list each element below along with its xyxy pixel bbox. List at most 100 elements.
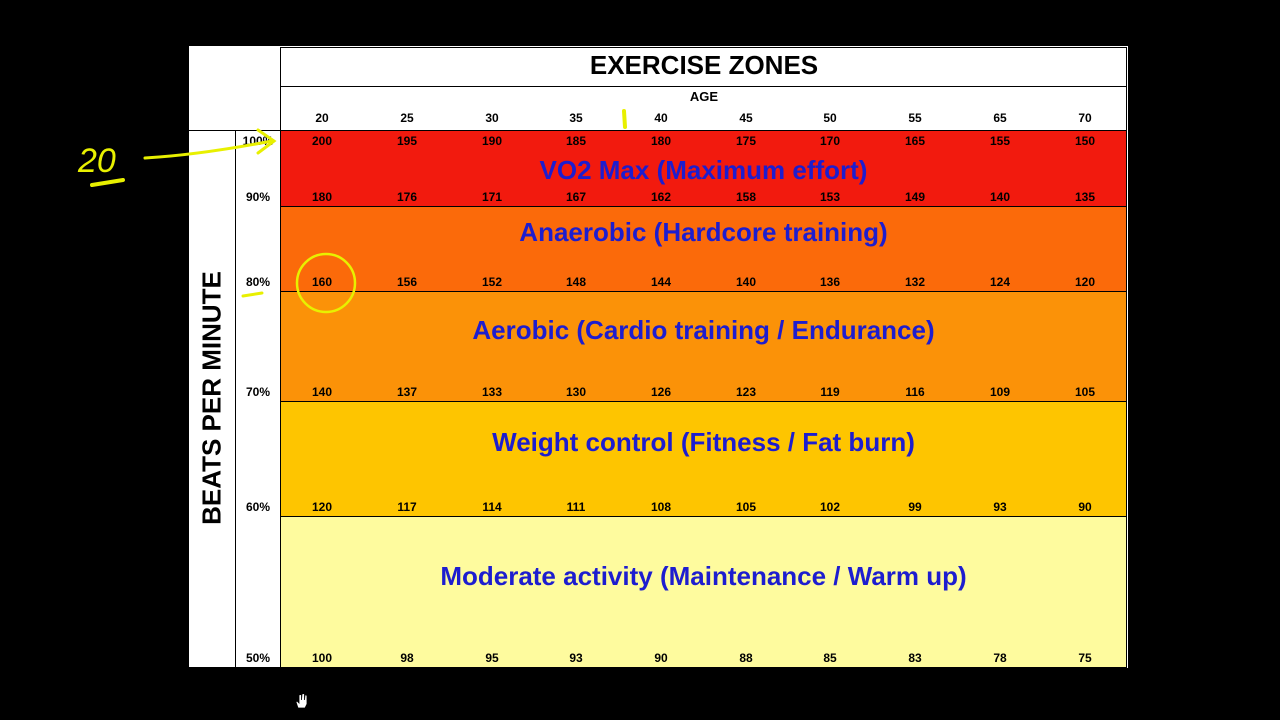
bpm-value: 99: [908, 500, 922, 514]
bpm-value: 120: [311, 500, 333, 514]
tick-mark-40: [622, 109, 627, 129]
age-tick-label: 30: [485, 111, 499, 125]
bpm-value: 158: [735, 190, 757, 204]
bpm-value: 109: [989, 385, 1011, 399]
zone-boundary: [281, 206, 1126, 207]
age-tick-label: 40: [654, 111, 668, 125]
bpm-value: 135: [1074, 190, 1096, 204]
bpm-value: 93: [569, 651, 583, 665]
bpm-value: 133: [481, 385, 503, 399]
zone-boundary: [281, 291, 1126, 292]
bpm-value: 167: [565, 190, 587, 204]
bpm-value: 102: [819, 500, 841, 514]
bpm-value: 83: [908, 651, 922, 665]
age-tick-label: 65: [993, 111, 1007, 125]
bpm-value: 137: [396, 385, 418, 399]
zone-band: [281, 131, 1126, 206]
bpm-value: 130: [565, 385, 587, 399]
bpm-value: 180: [311, 190, 333, 204]
bpm-value: 120: [1074, 275, 1096, 289]
bpm-value: 195: [396, 134, 418, 148]
bpm-value: 175: [735, 134, 757, 148]
bpm-value: 123: [735, 385, 757, 399]
bpm-value: 93: [993, 500, 1007, 514]
chart-title: EXERCISE ZONES: [589, 50, 819, 80]
zone-band: [281, 291, 1126, 401]
bpm-value: 132: [904, 275, 926, 289]
tick-mark-80pct: [241, 291, 264, 298]
bpm-value: 75: [1078, 651, 1092, 665]
age-tick-label: 50: [823, 111, 837, 125]
zone-label: Anaerobic (Hardcore training): [519, 217, 888, 247]
bpm-value: 124: [989, 275, 1011, 289]
bpm-value: 136: [819, 275, 841, 289]
bpm-value: 140: [311, 385, 333, 399]
age-tick-label: 55: [908, 111, 922, 125]
bpm-value: 88: [739, 651, 753, 665]
bpm-value: 156: [396, 275, 418, 289]
bpm-value: 140: [735, 275, 757, 289]
ylabel-divider: [235, 130, 236, 668]
age-tick-label: 35: [569, 111, 583, 125]
zone-band: [281, 516, 1126, 667]
bpm-value: 85: [823, 651, 837, 665]
title-top-border: [280, 47, 1127, 48]
bpm-value: 176: [396, 190, 418, 204]
bpm-value: 200: [311, 134, 333, 148]
title-divider: [280, 86, 1127, 87]
arrow-line: [143, 139, 274, 160]
zone-label: VO2 Max (Maximum effort): [539, 155, 868, 185]
zone-label: Aerobic (Cardio training / Endurance): [472, 315, 935, 345]
percent-label: 70%: [245, 385, 271, 399]
zone-label: Moderate activity (Maintenance / Warm up…: [440, 561, 967, 591]
panel-left-border: [188, 46, 189, 668]
bpm-value: 126: [650, 385, 672, 399]
age-tick-label: 20: [315, 111, 329, 125]
bpm-value: 171: [481, 190, 503, 204]
zone-boundary: [281, 516, 1126, 517]
handwritten-underline: [90, 178, 125, 187]
bpm-value: 114: [482, 500, 502, 514]
bpm-value: 108: [650, 500, 672, 514]
zone-label: Weight control (Fitness / Fat burn): [492, 427, 915, 457]
bpm-value: 90: [1078, 500, 1092, 514]
age-tick-label: 70: [1078, 111, 1092, 125]
bpm-value: 185: [565, 134, 587, 148]
bpm-value: 78: [993, 651, 1007, 665]
bpm-value: 90: [654, 651, 668, 665]
bpm-value: 152: [481, 275, 503, 289]
age-tick-label: 45: [739, 111, 753, 125]
bpm-value: 150: [1074, 134, 1096, 148]
age-tick-label: 25: [400, 111, 414, 125]
bpm-value: 119: [820, 385, 840, 399]
handwritten-age: 20: [77, 142, 116, 180]
bpm-value: 162: [650, 190, 672, 204]
bpm-value: 140: [989, 190, 1011, 204]
bpm-value: 111: [566, 500, 586, 514]
bpm-value: 105: [1074, 385, 1096, 399]
zone-band: [281, 206, 1126, 291]
panel-bottom-border: [188, 667, 1127, 668]
hand-cursor-icon: [295, 693, 308, 709]
bpm-value: 144: [650, 275, 672, 289]
percent-divider: [280, 47, 281, 668]
bpm-value: 98: [400, 651, 414, 665]
zone-band: [281, 401, 1126, 516]
percent-label: 90%: [245, 190, 271, 204]
panel-right-border: [1126, 47, 1127, 668]
bpm-value: 100: [311, 651, 333, 665]
bpm-value: 153: [819, 190, 841, 204]
bpm-value: 148: [565, 275, 587, 289]
arrow-head: [256, 128, 277, 155]
bpm-value: 170: [819, 134, 841, 148]
bpm-value: 116: [905, 385, 925, 399]
bpm-value: 165: [904, 134, 926, 148]
bpm-value: 95: [485, 651, 499, 665]
bpm-value: 117: [397, 500, 417, 514]
percent-label: 80%: [245, 275, 271, 289]
header-bottom-border: [188, 130, 1127, 131]
percent-label: 50%: [245, 651, 271, 665]
bpm-value: 190: [481, 134, 503, 148]
circle-160: [295, 252, 357, 314]
